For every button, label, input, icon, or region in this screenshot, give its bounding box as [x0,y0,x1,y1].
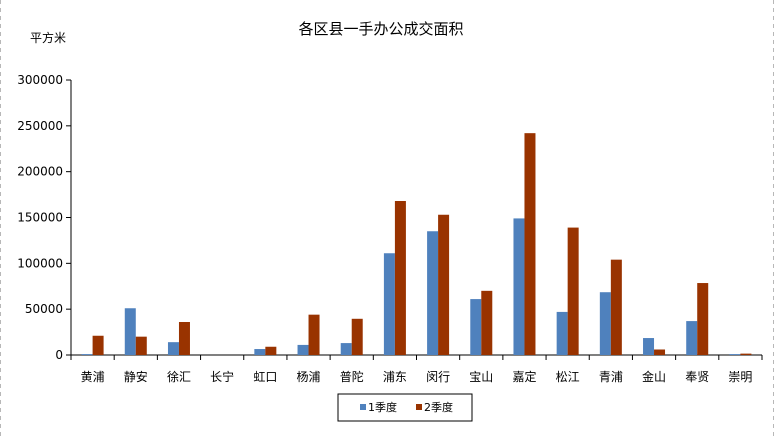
bar-1-青浦 [599,292,611,355]
bar-2-浦东 [394,201,406,355]
bar-1-黄浦 [81,354,93,355]
x-tick-label: 金山 [642,369,666,384]
y-axis-label: 平方米 [30,30,66,45]
bar-1-嘉定 [513,218,525,355]
x-tick-label: 黄浦 [81,370,105,384]
bar-2-松江 [567,227,579,355]
x-tick-label: 闵行 [426,369,450,384]
axes [70,80,762,356]
bar-1-崇明 [729,354,741,355]
bar-2-杨浦 [308,314,320,355]
bar-2-金山 [654,349,666,355]
bar-2-崇明 [740,353,752,355]
x-ticks [70,355,763,360]
x-tick-label: 虹口 [253,370,277,384]
y-tick-label: 100000 [17,256,63,270]
bar-2-徐汇 [178,322,190,355]
x-tick-label: 静安 [124,369,148,384]
bar-2-青浦 [610,259,622,355]
x-tick-label: 青浦 [599,370,623,384]
left-edge-decoration [0,0,1,436]
x-tick-label: 奉贤 [685,370,709,384]
x-tick-label: 宝山 [469,370,493,384]
bar-1-闵行 [427,231,439,355]
bars [81,133,752,355]
x-tick-label: 松江 [556,370,580,384]
bar-1-虹口 [254,349,266,355]
bar-1-松江 [556,311,568,355]
y-tick-label: 150000 [17,211,63,225]
bar-2-普陀 [351,318,363,355]
bar-1-杨浦 [297,344,309,355]
bar-2-黄浦 [92,335,104,355]
bar-2-奉贤 [697,283,709,355]
bar-2-虹口 [265,346,277,355]
bar-2-嘉定 [524,133,536,355]
bar-1-浦东 [383,253,395,355]
legend: 1季度 2季度 [337,393,473,422]
legend-label-1: 1季度 [368,400,397,414]
legend-swatch-1 [360,404,366,410]
y-tick-label: 50000 [25,302,63,316]
bar-2-宝山 [481,290,493,355]
y-tick-label: 300000 [17,73,63,87]
right-edge-decoration [773,0,774,436]
chart-title: 各区县一手办公成交面积 [298,20,463,38]
bar-1-奉贤 [686,321,698,355]
y-tick-label: 0 [55,348,63,362]
bar-1-宝山 [470,299,482,355]
x-tick-label: 徐汇 [167,369,191,384]
x-tick-labels: 黄浦 静安 徐汇 长宁 虹口 杨浦 普陀 浦东 闵行 宝山 嘉定 松江 青浦 金山 奉贤 崇明 [81,369,753,384]
x-tick-label: 嘉定 [512,369,536,384]
y-tick-label: 250000 [17,119,63,133]
y-tick-label: 200000 [17,165,63,179]
bar-1-金山 [643,338,655,355]
x-tick-label: 普陀 [340,369,364,384]
x-tick-label: 杨浦 [297,369,321,384]
bar-2-闵行 [438,214,450,355]
bar-1-普陀 [340,343,352,355]
y-ticks: 0 50000 100000 150000 200000 250000 300000 [17,73,71,362]
bar-1-徐汇 [167,342,179,355]
x-tick-label: 长宁 [210,369,234,384]
legend-swatch-2 [416,404,422,410]
bar-1-静安 [124,308,136,355]
legend-label-2: 2季度 [424,400,453,414]
x-tick-label: 浦东 [383,370,407,384]
x-tick-label: 崇明 [728,370,752,384]
bar-2-静安 [135,336,147,355]
